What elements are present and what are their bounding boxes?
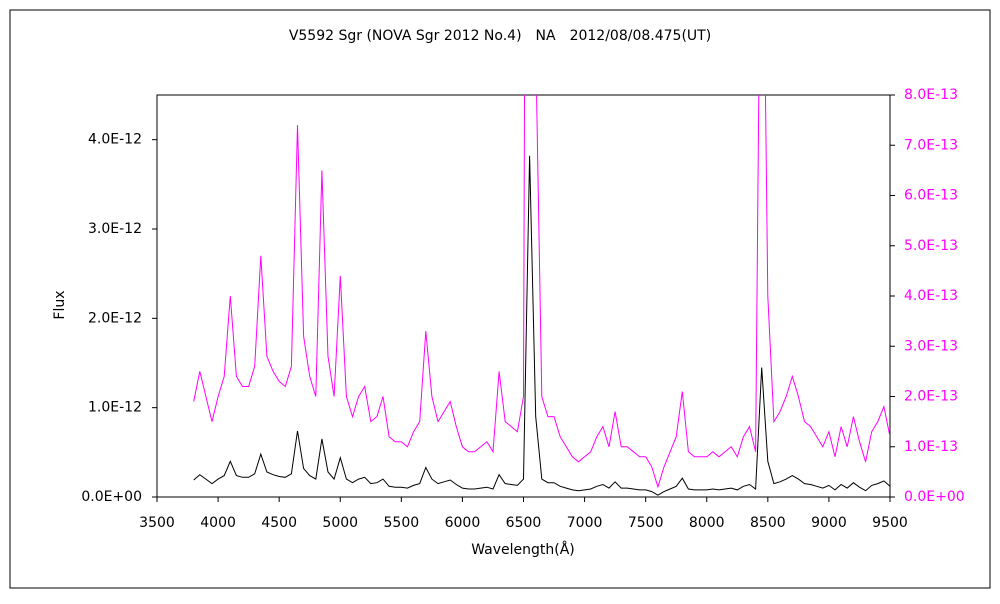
y2-tick-label: 8.0E-13 — [904, 87, 958, 103]
x-tick-label: 9500 — [872, 515, 908, 531]
y2-tick-label: 6.0E-13 — [904, 188, 958, 204]
y2-tick-label: 3.0E-13 — [904, 338, 958, 354]
x-tick-label: 9000 — [811, 515, 847, 531]
y2-tick-label: 2.0E-13 — [904, 389, 958, 405]
x-tick-label: 6500 — [506, 515, 542, 531]
y-tick-label: 3.0E-12 — [88, 221, 142, 237]
x-tick-label: 5500 — [384, 515, 420, 531]
y-tick-label: 4.0E-12 — [88, 132, 142, 148]
x-tick-label: 8500 — [750, 515, 786, 531]
y2-tick-label: 5.0E-13 — [904, 238, 958, 254]
x-tick-label: 7500 — [628, 515, 664, 531]
x-tick-label: 5000 — [322, 515, 358, 531]
y2-tick-label: 0.0E+00 — [904, 489, 965, 505]
chart-title: V5592 Sgr (NOVA Sgr 2012 No.4) NA 2012/0… — [289, 28, 711, 44]
x-axis-label: Wavelength(Å) — [471, 541, 575, 558]
chart-border — [9, 9, 991, 589]
spectrum-line — [193, 155, 890, 496]
y2-tick-label: 1.0E-13 — [904, 439, 958, 455]
spectrum-line — [193, 95, 890, 489]
x-tick-label: 3500 — [139, 515, 175, 531]
y-axis-label: Flux — [52, 290, 68, 319]
y2-tick-label: 4.0E-13 — [904, 288, 958, 304]
y-tick-label: 2.0E-12 — [88, 310, 142, 326]
y2-tick-label: 7.0E-13 — [904, 137, 958, 153]
x-tick-label: 8000 — [689, 515, 725, 531]
y-tick-label: 0.0E+00 — [81, 489, 142, 505]
x-tick-label: 6000 — [445, 515, 481, 531]
x-tick-label: 4500 — [261, 515, 297, 531]
y-tick-label: 1.0E-12 — [88, 400, 142, 416]
x-tick-label: 7000 — [567, 515, 603, 531]
x-tick-label: 4000 — [200, 515, 236, 531]
